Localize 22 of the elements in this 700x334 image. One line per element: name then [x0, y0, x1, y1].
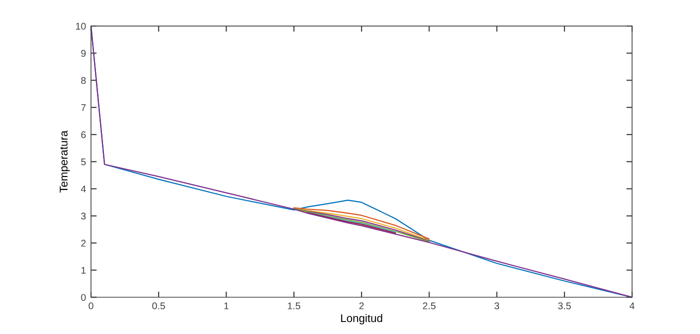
y-axis-title: Temperatura — [60, 130, 70, 193]
y-tick-label: 0 — [81, 294, 86, 301]
x-tick-label: 4 — [630, 302, 635, 310]
y-tick-label: 10 — [76, 22, 86, 30]
x-tick-label: 1.5 — [288, 302, 300, 310]
y-tick-label: 7 — [81, 104, 86, 111]
x-axis-title: Longitud — [341, 314, 382, 324]
x-tick-label: 3.5 — [558, 302, 571, 310]
x-tick-label: 3 — [494, 302, 500, 310]
x-tick-label: 0.5 — [152, 302, 165, 310]
y-tick-label: 1 — [81, 266, 86, 274]
y-tick-label: 4 — [80, 186, 86, 192]
x-tick-label: 1 — [224, 302, 229, 310]
y-tick-label: 5 — [81, 158, 86, 166]
x-tick-label: 2 — [359, 302, 364, 310]
y-tick-label: 8 — [81, 77, 86, 84]
x-tick-label: 0 — [88, 302, 94, 310]
y-tick-label: 9 — [81, 50, 86, 57]
y-tick-label: 3 — [81, 212, 86, 220]
y-tick-label: 2 — [81, 240, 86, 247]
x-tick-label: 2.5 — [422, 302, 436, 310]
y-tick-label: 6 — [81, 131, 86, 138]
